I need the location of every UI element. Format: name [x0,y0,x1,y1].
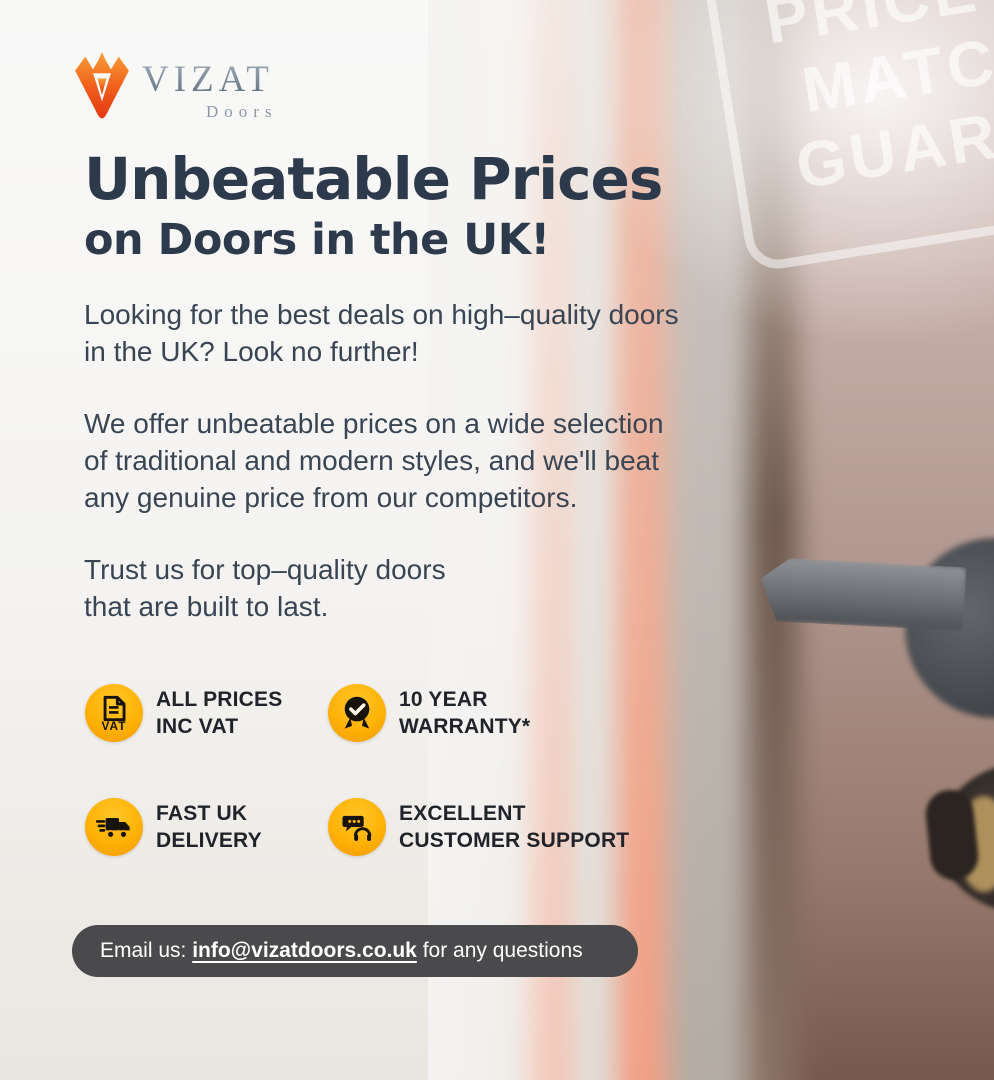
trust-paragraph: Trust us for top–quality doors that are … [84,554,446,622]
offer-paragraph: We offer unbeatable prices on a wide sel… [84,408,664,513]
warranty-ribbon-icon [328,684,386,742]
customer-support-icon [328,798,386,856]
headline-line1: Unbeatable Prices [84,145,663,213]
feature-support: EXCELLENT CUSTOMER SUPPORT [328,798,629,856]
feature-label: EXCELLENT CUSTOMER SUPPORT [399,802,630,852]
delivery-truck-icon [85,798,143,856]
brand-logo: VIZAT Doors [70,50,278,124]
price-match-stamp: PRICE MATCH GUARANTEE [699,0,994,274]
vat-invoice-icon: VAT [85,684,143,742]
svg-text:VAT: VAT [101,720,126,732]
page-title: Unbeatable Prices on Doors in the UK! [84,144,663,266]
feature-delivery: FAST UK DELIVERY [85,798,262,856]
feature-label: FAST UK DELIVERY [156,802,262,852]
feature-warranty: 10 YEAR WARRANTY* [328,684,530,742]
email-address-link[interactable]: info@vizatdoors.co.uk [192,939,417,962]
vizat-crown-icon [75,52,129,119]
headline-line2: on Doors in the UK! [84,215,550,265]
door-handle-lever [758,557,966,632]
email-contact-bar: Email us: info@vizatdoors.co.uk for any … [72,925,638,977]
brand-name: VIZAT [142,58,278,101]
brand-tagline: Doors [206,102,278,121]
feature-label: 10 YEAR WARRANTY* [399,688,531,738]
feature-vat: VAT ALL PRICES INC VAT [85,684,282,742]
email-prefix: Email us: [100,939,193,962]
feature-label: ALL PRICES INC VAT [156,688,283,738]
email-suffix: for any questions [416,939,583,962]
top-right-glow [534,0,994,380]
intro-paragraph: Looking for the best deals on high–quali… [84,299,679,367]
